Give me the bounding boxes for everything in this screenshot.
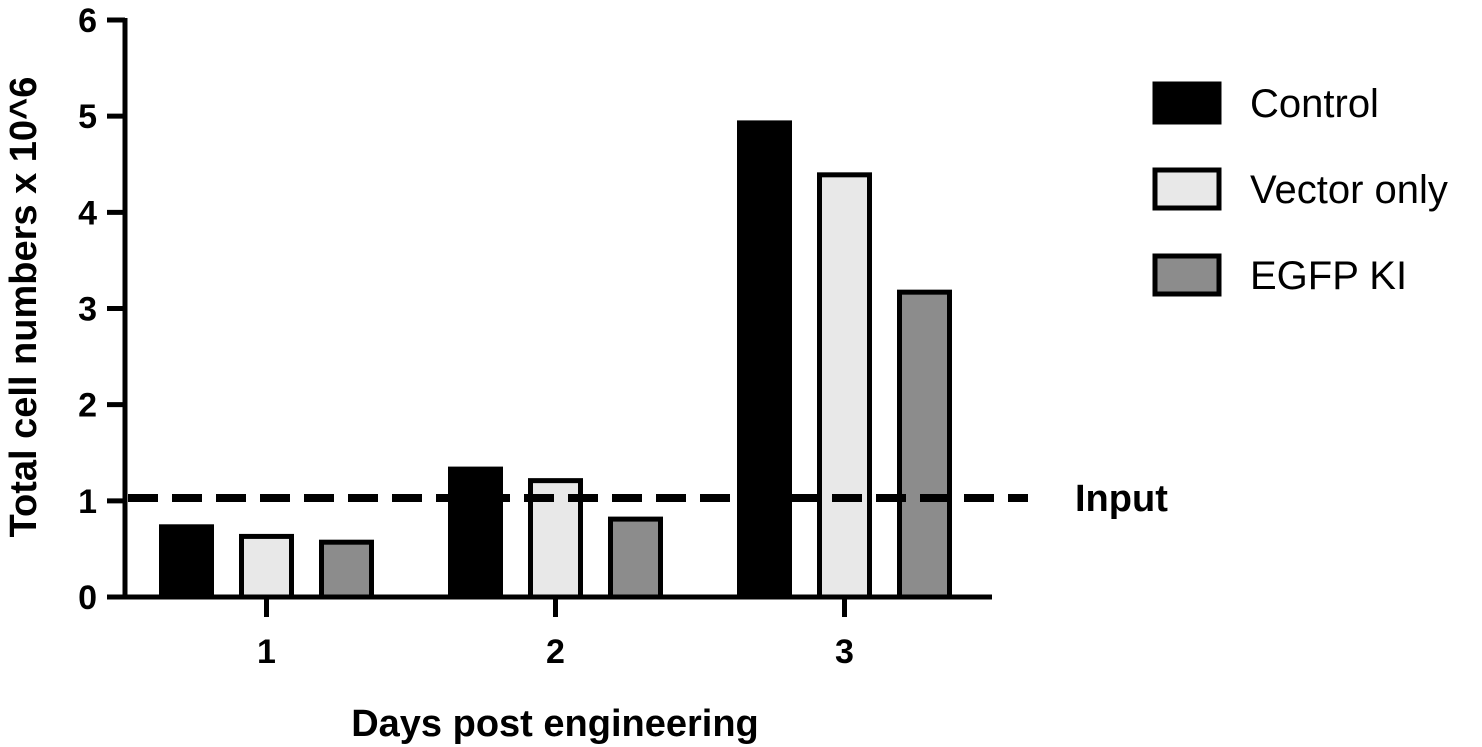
legend-swatch-control xyxy=(1152,81,1222,125)
bars-layer xyxy=(159,120,952,600)
legend-swatch-egfp-ki xyxy=(1152,253,1222,297)
y-tick-label: 2 xyxy=(78,387,97,425)
bar-control-day-1 xyxy=(159,524,214,600)
y-axis-title: Total cell numbers x 10^6 xyxy=(3,77,45,538)
legend: Control Vector only EGFP KI xyxy=(1152,81,1448,298)
bar-egfp-ki-day-1 xyxy=(319,539,374,600)
x-tick-label: 3 xyxy=(835,633,854,671)
bar-control-day-3 xyxy=(737,120,792,600)
y-tick-label: 6 xyxy=(78,2,97,40)
y-tick-label: 5 xyxy=(78,98,97,136)
bar-egfp-ki-day-3 xyxy=(897,289,952,600)
y-tick-label: 3 xyxy=(78,291,97,329)
x-tick-label: 2 xyxy=(546,633,565,671)
x-tick-label: 1 xyxy=(257,633,276,671)
legend-label: EGFP KI xyxy=(1250,254,1407,298)
y-tick-label: 4 xyxy=(78,194,97,232)
legend-label: Vector only xyxy=(1250,168,1448,212)
y-axis-ticks: 0 1 2 3 4 5 6 xyxy=(78,2,125,617)
input-reference-label: Input xyxy=(1075,478,1168,520)
y-tick-label: 0 xyxy=(78,579,97,617)
legend-label: Control xyxy=(1250,82,1379,126)
y-tick-label: 1 xyxy=(78,483,97,521)
bar-control-day-2 xyxy=(448,466,503,600)
bar-vector-only-day-3 xyxy=(817,172,872,600)
legend-swatch-vector-only xyxy=(1152,167,1222,211)
x-axis-ticks: 1 2 3 xyxy=(257,597,854,671)
bar-egfp-ki-day-2 xyxy=(608,516,663,600)
bar-vector-only-day-1 xyxy=(239,533,294,600)
x-axis-title: Days post engineering xyxy=(351,703,759,745)
